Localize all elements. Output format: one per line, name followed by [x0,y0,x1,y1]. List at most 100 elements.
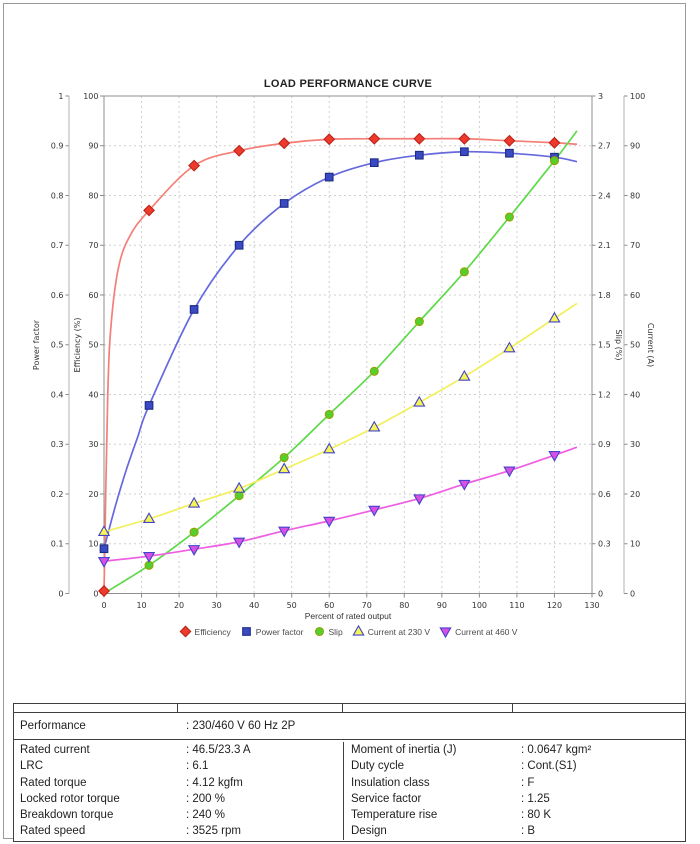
spec-row: LRC : 6.1 [14,758,343,774]
svg-text:Power factor: Power factor [32,319,41,370]
svg-text:1.5: 1.5 [598,341,611,350]
spec-label: Temperature rise [351,809,438,822]
spec-row: Design: B [344,823,685,839]
spec-label: Duty cycle [351,760,405,773]
spec-value: : 4.12 kgfm [186,776,243,789]
svg-text:1: 1 [58,92,63,101]
load-performance-chart: 0 10 20 30 40 50 60 70 80 90 100 110 120 130100908070… [32,92,655,610]
spec-value: : F [521,776,535,789]
series-current-at-230-v-line [103,302,578,533]
spec-value: : 80 K [521,809,552,822]
series-slip-line [103,130,578,595]
svg-text:Current (A): Current (A) [646,323,655,367]
series-efficiency-line [103,137,578,594]
spec-label: Rated torque [20,776,87,789]
spec-row: Moment of inertia (J) : 0.0647 kgm² [344,742,685,758]
svg-text:90: 90 [630,142,640,151]
svg-text:0.8: 0.8 [51,191,64,200]
spec-value: : 6.1 [186,760,209,773]
spec-left-column: Rated current: 46.5/23.3 A LRC: 6.1 Rate… [14,742,343,840]
svg-text:0: 0 [101,601,106,610]
slip-marker-icon [314,626,324,637]
svg-text:0.9: 0.9 [51,142,64,151]
svg-text:40: 40 [88,390,98,399]
svg-text:2.7: 2.7 [598,142,611,151]
svg-text:120: 120 [547,601,562,610]
svg-text:0.1: 0.1 [51,540,64,549]
svg-text:90: 90 [88,142,98,151]
svg-text:0: 0 [630,589,635,598]
svg-text:0.7: 0.7 [51,241,64,250]
slip-axis: 3 2.7 2.4 2.1 1.8 1.5 1.2 0.9 0.6 0.3 0 Slip (%) [592,92,623,598]
spec-value: : B [521,825,536,838]
empty-cell [513,704,685,712]
spec-right-column: Moment of inertia (J) : 0.0647 kgm² Duty … [343,742,685,840]
svg-text:0.3: 0.3 [51,440,64,449]
power-factor-marker-icon [241,627,251,636]
spec-value: : 1.25 [521,792,550,805]
series-slip-markers [144,156,560,570]
power-factor-axis: 1 0.9 0.8 0.7 0.6 0.5 0.4 0.3 0.2 0.1 0 Power facto… [32,92,70,598]
svg-text:1.8: 1.8 [598,291,611,300]
svg-text:130: 130 [584,601,599,610]
svg-text:1.2: 1.2 [598,390,611,399]
spec-label: Locked rotor torque [20,792,120,805]
svg-text:70: 70 [362,601,372,610]
x-axis-title: Percent of rated output [304,611,392,621]
legend-item-current-at-230-v: Current at 230 V [352,625,430,638]
svg-text:3: 3 [598,92,603,101]
spec-value: : 240 % [186,809,225,822]
svg-text:Slip (%): Slip (%) [614,330,623,361]
legend-label: Slip [328,626,343,637]
svg-text:70: 70 [630,241,640,250]
legend-label: Current at 230 V [367,626,431,637]
efficiency-marker-icon [179,625,192,638]
svg-text:80: 80 [630,191,640,200]
svg-text:0.6: 0.6 [598,490,611,499]
svg-text:0.5: 0.5 [51,341,64,350]
spec-grid: Rated current: 46.5/23.3 A LRC: 6.1 Rate… [14,740,685,841]
svg-text:80: 80 [399,601,409,610]
legend-item-current-at-460-v: Current at 460 V [439,625,517,638]
svg-text:20: 20 [174,601,184,610]
svg-text:80: 80 [88,191,98,200]
svg-text:50: 50 [88,341,98,350]
spec-row: Temperature rise : 80 K [344,807,685,823]
spec-row: Service factor: 1.25 [344,791,685,807]
series-current-at-230-v-markers [97,311,561,536]
spec-label: LRC [20,760,44,773]
svg-text:0.2: 0.2 [51,490,64,499]
legend-label: Efficiency [194,626,231,637]
spec-row: Locked rotor torque : 200 % [14,791,343,807]
spec-value: : 0.0647 kgm² [521,744,592,756]
svg-text:20: 20 [630,490,640,499]
current-at-230-v-marker-icon [352,625,365,636]
spec-value: : 3525 rpm [186,825,241,838]
svg-text:0: 0 [93,589,98,598]
svg-text:90: 90 [437,601,447,610]
chart-legend: Efficiency Power factor Slip Current at 230… [0,625,696,638]
spec-label: Moment of inertia (J) [351,744,457,756]
svg-text:30: 30 [630,440,640,449]
x-axis: 0 10 20 30 40 50 60 70 80 90 100 110 120 130 [101,593,600,610]
svg-text:60: 60 [88,291,98,300]
legend-item-slip: Slip [313,625,343,638]
series-power-factor-line [103,150,578,549]
svg-text:60: 60 [324,601,334,610]
spec-value: : Cont.(S1) [521,760,577,773]
svg-text:10: 10 [136,601,146,610]
legend-label: Current at 460 V [455,626,518,637]
svg-text:50: 50 [630,341,640,350]
spec-row: Duty cycle : Cont.(S1) [344,758,685,774]
svg-text:100: 100 [83,92,98,101]
svg-text:2.4: 2.4 [598,191,611,200]
spec-value: : 200 % [186,792,225,805]
legend-label: Power factor [255,626,304,637]
spec-label: Insulation class [351,776,430,789]
spec-value: : 230/460 V 60 Hz 2P [186,720,296,732]
svg-text:0.9: 0.9 [598,440,611,449]
spec-row: Rated torque : 4.12 kgfm [14,775,343,791]
